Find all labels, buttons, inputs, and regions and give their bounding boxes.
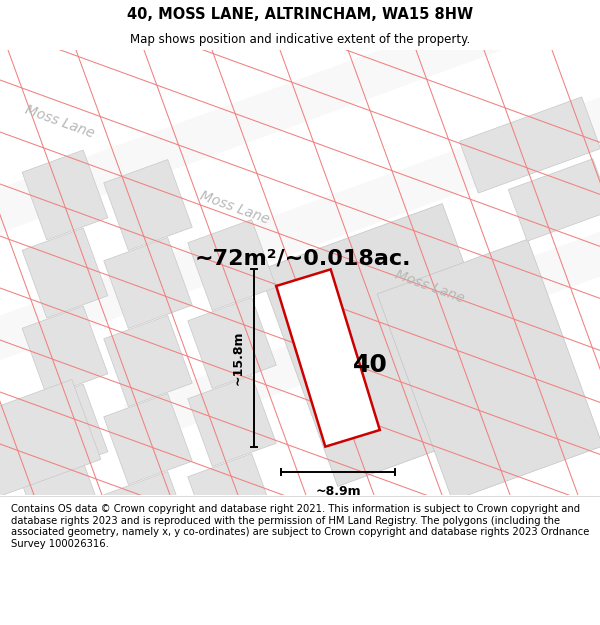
Polygon shape	[188, 376, 276, 466]
Text: ~8.9m: ~8.9m	[315, 484, 361, 498]
Polygon shape	[22, 150, 108, 240]
Polygon shape	[124, 166, 600, 444]
Polygon shape	[104, 471, 192, 562]
Text: 40: 40	[353, 353, 388, 377]
Text: Contains OS data © Crown copyright and database right 2021. This information is : Contains OS data © Crown copyright and d…	[11, 504, 589, 549]
Polygon shape	[22, 384, 108, 474]
Text: Moss Lane: Moss Lane	[199, 189, 272, 227]
Polygon shape	[104, 316, 192, 406]
Polygon shape	[22, 462, 108, 552]
Text: Moss Lane: Moss Lane	[394, 268, 467, 306]
Polygon shape	[188, 454, 276, 544]
Polygon shape	[259, 204, 521, 486]
Text: ~15.8m: ~15.8m	[231, 331, 244, 385]
Polygon shape	[276, 269, 380, 447]
Polygon shape	[22, 306, 108, 396]
Polygon shape	[22, 228, 108, 318]
Polygon shape	[104, 394, 192, 484]
Polygon shape	[104, 159, 192, 251]
Polygon shape	[0, 379, 101, 501]
Text: Map shows position and indicative extent of the property.: Map shows position and indicative extent…	[130, 34, 470, 46]
Polygon shape	[508, 159, 600, 241]
Polygon shape	[104, 238, 192, 329]
Text: Moss Lane: Moss Lane	[23, 103, 97, 141]
Polygon shape	[188, 219, 276, 311]
Polygon shape	[0, 6, 516, 284]
Polygon shape	[460, 97, 600, 193]
Polygon shape	[377, 239, 600, 501]
Text: ~72m²/~0.018ac.: ~72m²/~0.018ac.	[195, 248, 412, 268]
Text: 40, MOSS LANE, ALTRINCHAM, WA15 8HW: 40, MOSS LANE, ALTRINCHAM, WA15 8HW	[127, 6, 473, 21]
Polygon shape	[188, 298, 276, 389]
Polygon shape	[0, 86, 600, 364]
